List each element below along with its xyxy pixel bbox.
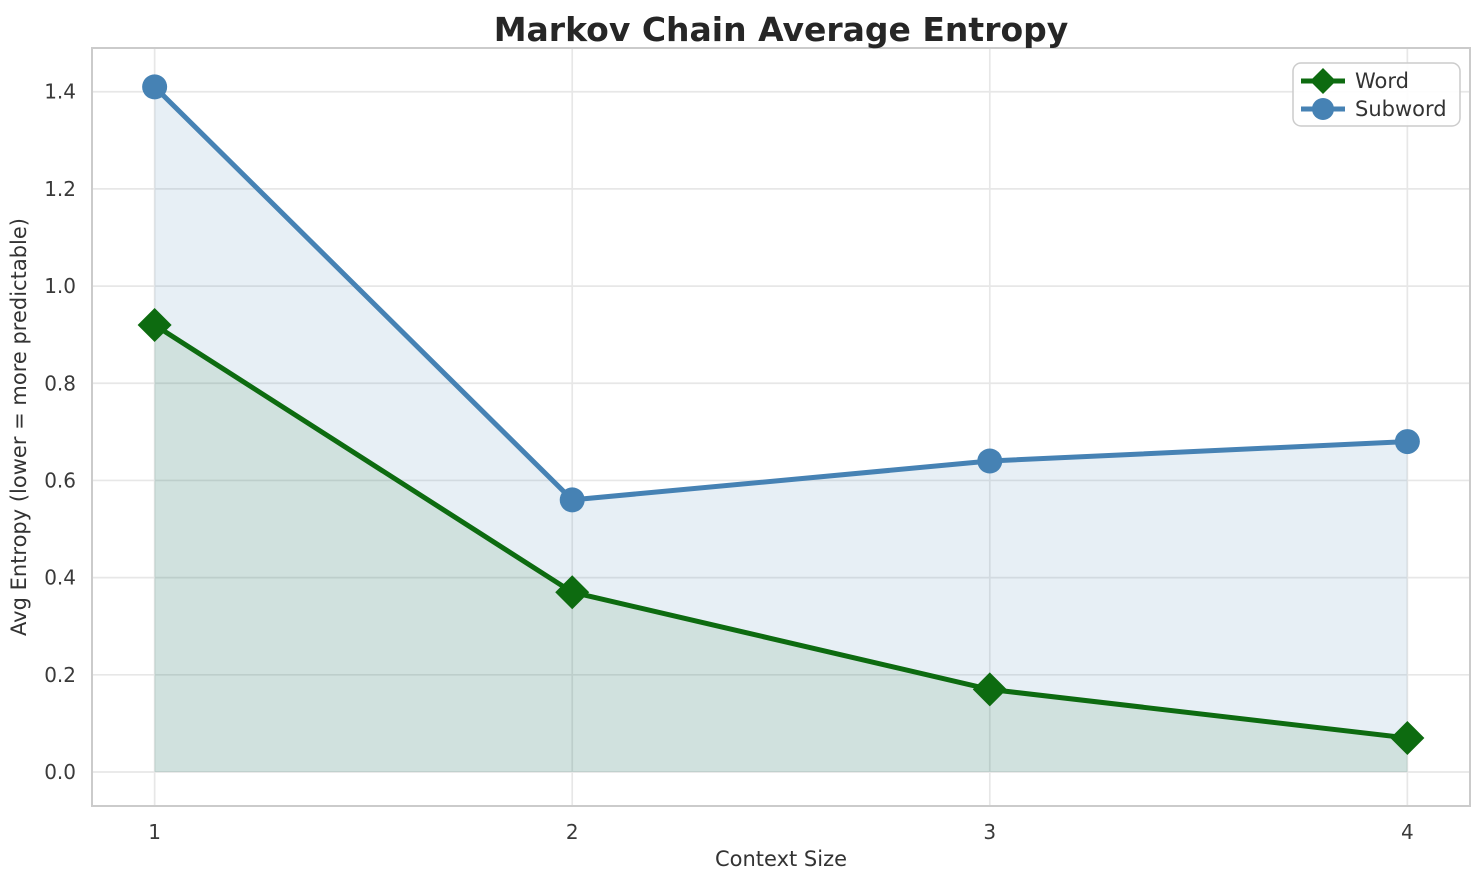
data-series — [137, 74, 1425, 755]
x-tick-label: 1 — [148, 820, 161, 844]
legend-subword-circle-icon — [1312, 98, 1334, 120]
subword-marker — [559, 487, 585, 513]
legend-word-label: Word — [1355, 69, 1409, 93]
legend-word-diamond-icon — [1310, 68, 1336, 94]
plot-border — [91, 47, 1471, 807]
y-tick-label: 1.2 — [44, 177, 76, 201]
subword-marker — [977, 448, 1003, 474]
word-marker — [1390, 720, 1425, 755]
y-tick-label: 0.4 — [44, 566, 76, 590]
y-axis-label: Avg Entropy (lower = more predictable) — [7, 218, 31, 636]
y-tick-label: 0.6 — [44, 468, 76, 492]
word-marker — [555, 575, 590, 610]
word-marker — [137, 307, 172, 342]
y-tick-labels: 0.0 0.2 0.4 0.6 0.8 1.0 1.2 1.4 — [44, 80, 76, 784]
legend-subword-label: Subword — [1355, 97, 1447, 121]
word-line — [153, 322, 1408, 741]
y-tick-label: 0.8 — [44, 371, 76, 395]
x-tick-label: 2 — [566, 820, 579, 844]
x-axis-label: Context Size — [715, 847, 847, 871]
x-tick-label: 3 — [983, 820, 996, 844]
chart-title: Markov Chain Average Entropy — [494, 10, 1069, 49]
legend: Word Subword — [1292, 62, 1461, 127]
subword-line — [152, 85, 1408, 503]
gridlines — [92, 48, 1470, 806]
x-tick-labels: 1 2 3 4 — [148, 820, 1413, 844]
subword-marker — [1394, 429, 1420, 455]
word-marker — [972, 672, 1007, 707]
y-tick-label: 1.0 — [44, 274, 76, 298]
area-fills — [154, 86, 1408, 772]
y-tick-label: 0.0 — [44, 760, 76, 784]
y-tick-label: 0.2 — [44, 663, 76, 687]
x-tick-label: 4 — [1401, 820, 1414, 844]
y-tick-label: 1.4 — [44, 80, 76, 104]
subword-area-fill — [154, 86, 1408, 772]
word-area-fill — [154, 324, 1408, 772]
subword-marker — [142, 74, 168, 100]
